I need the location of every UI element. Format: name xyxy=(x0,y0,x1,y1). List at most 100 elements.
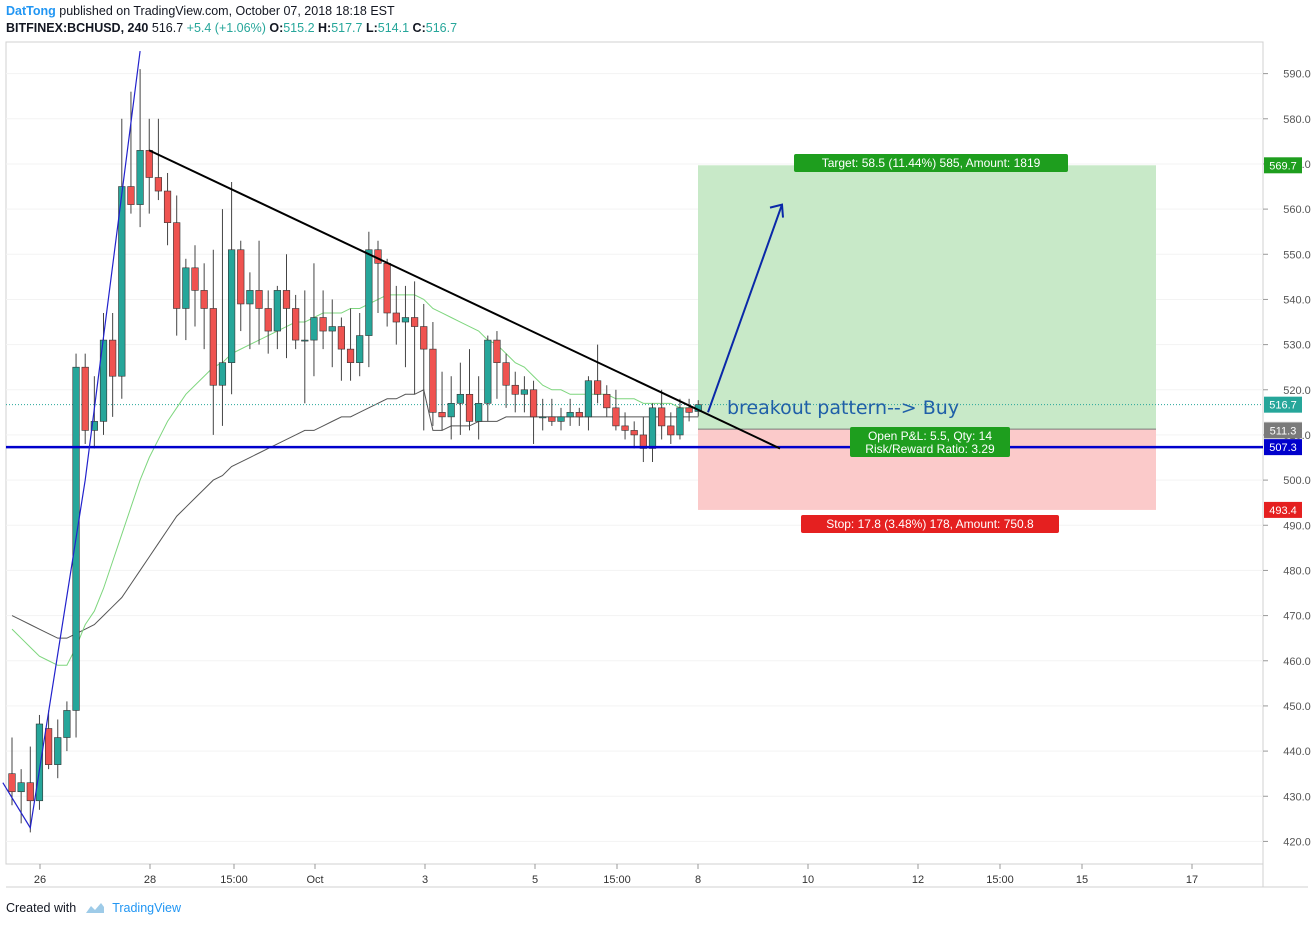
price-tick-label: 490.0 xyxy=(1283,520,1311,532)
candle-body xyxy=(658,407,666,427)
time-tick-label: 15:00 xyxy=(603,874,631,886)
price-tick-label: 500.0 xyxy=(1283,475,1311,487)
close-value: 516.7 xyxy=(425,21,458,35)
publish-info: published on TradingView.com, October 07… xyxy=(59,4,395,18)
price-tick-label: 560.0 xyxy=(1283,204,1311,216)
candles xyxy=(8,69,702,833)
candle-body xyxy=(511,384,519,395)
time-tick-label: 26 xyxy=(34,874,46,886)
author-link[interactable]: DatTong xyxy=(6,4,56,18)
breakout-arrow[interactable] xyxy=(707,203,784,413)
candle-body xyxy=(163,190,172,223)
target-price-tag-text: 569.7 xyxy=(1269,160,1297,172)
candle-body xyxy=(639,434,647,449)
candle-body xyxy=(310,317,318,341)
candle-body xyxy=(630,430,638,436)
candle-body xyxy=(237,249,245,305)
price-tick-label: 480.0 xyxy=(1283,565,1311,577)
candle-body xyxy=(301,339,309,342)
price-tick-label: 540.0 xyxy=(1283,294,1311,306)
candle-body xyxy=(8,773,16,793)
breakout-annotation[interactable]: breakout pattern--> Buy xyxy=(727,397,959,419)
last-price: 516.7 xyxy=(151,21,184,35)
target-price-tag-bg xyxy=(1264,157,1302,174)
candle-body xyxy=(173,222,181,309)
target-zone[interactable] xyxy=(698,165,1156,430)
footer: Created with TradingView xyxy=(6,901,181,915)
candle-body xyxy=(264,308,272,332)
candle-body xyxy=(612,407,620,427)
candle-body xyxy=(209,308,217,386)
price-change: +5.4 (+1.06%) xyxy=(186,21,266,35)
symbol-label[interactable]: BITFINEX:BCHUSD, 240 xyxy=(6,21,149,35)
time-tick-label: 8 xyxy=(695,874,701,886)
candle-body xyxy=(337,326,346,350)
candle-body xyxy=(401,317,410,323)
descending-trendline[interactable] xyxy=(148,149,781,450)
created-with-label: Created with xyxy=(6,901,77,915)
chart-header: DatTong published on TradingView.com, Oc… xyxy=(6,3,457,37)
price-tick-label: 460.0 xyxy=(1283,656,1311,668)
price-tick-label: 450.0 xyxy=(1283,701,1311,713)
support-price-tag-text: 507.3 xyxy=(1269,442,1297,454)
price-tick-label: 420.0 xyxy=(1283,836,1311,848)
time-scale[interactable]: 26 28 15:00 Oct 3 5 15:00 8 10 12 15:00 15 17 xyxy=(34,864,1198,886)
candle-body xyxy=(648,407,657,449)
candle-body xyxy=(557,416,565,422)
target-label-text: Target: 58.5 (11.44%) 585, Amount: 1819 xyxy=(822,156,1041,170)
candle-body xyxy=(154,177,163,192)
time-tick-label: 12 xyxy=(912,874,924,886)
low-label: L: xyxy=(365,21,378,35)
price-scale[interactable]: 420.0 430.0 440.0 450.0 460.0 470.0 480.0 490.0… xyxy=(1263,69,1311,849)
last-price-tag-bg xyxy=(1264,396,1302,413)
time-tick-label: 10 xyxy=(802,874,814,886)
candle-body xyxy=(26,782,34,802)
ma-slow-line xyxy=(11,389,699,639)
candle-body xyxy=(127,186,135,205)
stop-price-tag-text: 493.4 xyxy=(1269,505,1297,517)
candle-body xyxy=(484,339,492,404)
stop-label[interactable]: Stop: 17.8 (3.48%) 178, Amount: 750.8 xyxy=(801,515,1059,533)
close-label: C: xyxy=(412,21,426,35)
candle-body xyxy=(392,312,400,323)
price-tick-label: 430.0 xyxy=(1283,791,1311,803)
wave-line[interactable] xyxy=(2,50,141,830)
price-tick-label: 530.0 xyxy=(1283,340,1311,352)
price-tick-label: 580.0 xyxy=(1283,114,1311,126)
open-value: 515.2 xyxy=(283,21,315,35)
candle-body xyxy=(328,326,336,332)
candle-body xyxy=(603,393,611,409)
candle-body xyxy=(346,348,355,363)
candle-body xyxy=(118,186,126,377)
candle-body xyxy=(54,737,62,765)
candle-body xyxy=(200,290,208,309)
support-price-tag-bg xyxy=(1264,439,1302,456)
candle-body xyxy=(383,263,391,314)
candle-body xyxy=(319,317,327,332)
low-value: 514.1 xyxy=(377,21,410,35)
candle-body xyxy=(502,362,510,386)
candle-body xyxy=(182,267,190,309)
rr-label-text: Risk/Reward Ratio: 3.29 xyxy=(865,442,995,456)
price-tick-label: 440.0 xyxy=(1283,746,1311,758)
candle-body xyxy=(365,249,373,336)
candle-body xyxy=(548,416,556,422)
candle-body xyxy=(685,407,693,413)
candle-body xyxy=(35,723,44,802)
candle-body xyxy=(676,407,684,436)
stop-label-bg xyxy=(801,515,1059,533)
pnl-label[interactable]: Open P&L: 5.5, Qty: 14 Risk/Reward Ratio… xyxy=(850,427,1010,457)
time-tick-label: 15:00 xyxy=(220,874,248,886)
tradingview-link[interactable]: TradingView xyxy=(112,901,181,915)
target-label[interactable]: Target: 58.5 (11.44%) 585, Amount: 1819 xyxy=(794,154,1068,172)
pnl-label-text: Open P&L: 5.5, Qty: 14 xyxy=(868,429,992,443)
entry-price-tag-bg xyxy=(1264,422,1302,439)
candle-body xyxy=(109,339,117,377)
candle-body xyxy=(420,326,428,350)
stop-label-text: Stop: 17.8 (3.48%) 178, Amount: 750.8 xyxy=(826,517,1034,531)
candle-body xyxy=(63,710,71,738)
ohlc-line: BITFINEX:BCHUSD, 240 516.7 +5.4 (+1.06%)… xyxy=(6,20,457,37)
candle-body xyxy=(292,308,300,341)
candle-body xyxy=(410,317,419,327)
